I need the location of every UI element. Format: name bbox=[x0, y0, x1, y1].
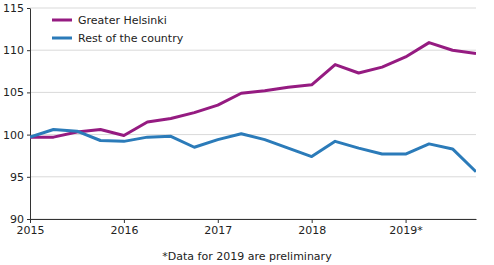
legend: Greater Helsinki Rest of the country bbox=[46, 11, 206, 49]
x-tick-mark bbox=[312, 219, 313, 223]
y-tick: 105 bbox=[3, 86, 30, 99]
x-tick: 2019* bbox=[389, 219, 423, 237]
chart: 909510010511011520152016201720182019*Gre… bbox=[0, 0, 494, 265]
lines-inner bbox=[30, 43, 476, 172]
y-tick-label: 110 bbox=[3, 44, 24, 57]
x-tick-label: 2019* bbox=[389, 224, 423, 237]
x-tick-mark bbox=[124, 219, 125, 223]
y-axis: 9095100105110115 bbox=[3, 2, 31, 226]
y-tick: 110 bbox=[3, 44, 30, 57]
y-axis-line bbox=[30, 9, 31, 220]
annotation: *Data for 2019 are preliminary bbox=[162, 250, 332, 263]
x-axis-line bbox=[31, 219, 477, 220]
x-tick-label: 2017 bbox=[204, 224, 232, 237]
legend-swatch bbox=[52, 19, 72, 22]
series-line bbox=[30, 130, 476, 172]
legend-label: Greater Helsinki bbox=[78, 14, 167, 27]
x-tick-mark bbox=[406, 219, 407, 223]
y-tick-mark bbox=[27, 219, 30, 220]
legend-background bbox=[46, 11, 206, 49]
grid-line bbox=[30, 8, 476, 9]
x-tick-mark bbox=[30, 219, 31, 223]
legend-swatch bbox=[52, 37, 72, 40]
y-tick: 100 bbox=[3, 129, 30, 142]
grid bbox=[30, 8, 476, 219]
x-tick: 2015 bbox=[17, 219, 45, 237]
y-tick: 95 bbox=[10, 171, 30, 184]
y-tick-mark bbox=[27, 50, 30, 51]
y-tick-label: 105 bbox=[3, 86, 24, 99]
grid-line bbox=[30, 219, 476, 220]
y-tick-mark bbox=[27, 92, 30, 93]
x-tick-label: 2016 bbox=[110, 224, 138, 237]
x-tick: 2017 bbox=[204, 219, 232, 237]
y-tick: 115 bbox=[3, 2, 30, 15]
x-tick: 2016 bbox=[110, 219, 138, 237]
grid-line bbox=[30, 134, 476, 135]
grid-line bbox=[30, 50, 476, 51]
y-tick-label: 115 bbox=[3, 2, 24, 15]
lines bbox=[30, 43, 476, 172]
plot: 909510010511011520152016201720182019*Gre… bbox=[3, 2, 477, 237]
y-tick-mark bbox=[27, 135, 30, 136]
y-tick-mark bbox=[27, 8, 30, 9]
x-tick-label: 2015 bbox=[17, 224, 45, 237]
y-tick-mark bbox=[27, 177, 30, 178]
y-tick-label: 100 bbox=[3, 129, 24, 142]
legend-label: Rest of the country bbox=[78, 32, 184, 45]
x-tick: 2018 bbox=[298, 219, 326, 237]
series-line bbox=[30, 43, 476, 138]
x-tick-mark bbox=[218, 219, 219, 223]
x-axis: 2015 2016 2017 2018 2019* bbox=[17, 219, 477, 237]
x-tick-label: 2018 bbox=[298, 224, 326, 237]
y-tick-label: 95 bbox=[10, 171, 24, 184]
grid-line bbox=[30, 176, 476, 177]
